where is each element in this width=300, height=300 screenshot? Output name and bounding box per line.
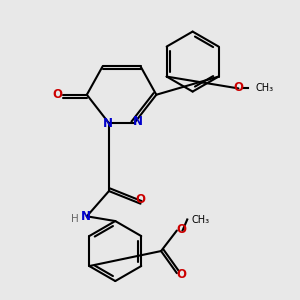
Text: H: H: [71, 214, 79, 224]
Text: N: N: [133, 115, 143, 128]
Text: O: O: [233, 81, 243, 94]
Text: O: O: [176, 224, 186, 236]
Text: O: O: [136, 193, 146, 206]
Text: N: N: [81, 210, 91, 224]
Text: CH₃: CH₃: [191, 215, 209, 225]
Text: O: O: [176, 268, 186, 281]
Text: CH₃: CH₃: [255, 83, 273, 93]
Text: N: N: [103, 117, 113, 130]
Text: O: O: [52, 88, 62, 100]
